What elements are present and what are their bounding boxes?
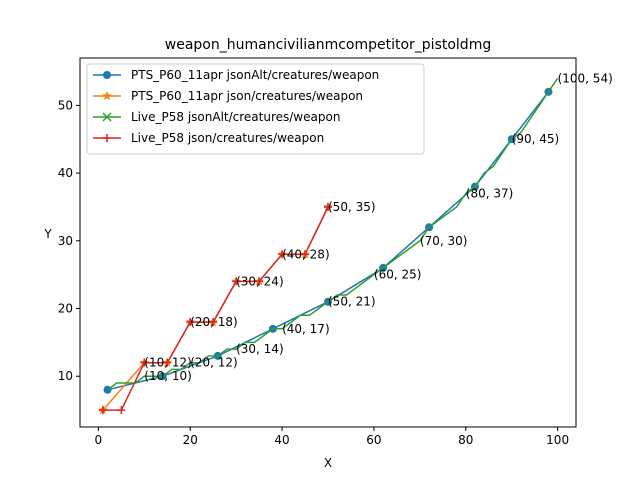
legend-item: PTS_P60_11apr json/creatures/weapon (93, 89, 363, 103)
data-label: (20, 18) (190, 315, 238, 329)
x-tick-label: 60 (366, 433, 381, 447)
legend-marker (102, 112, 112, 122)
data-point (186, 318, 195, 327)
legend-label: Live_P58 json/creatures/weapon (131, 131, 324, 145)
legend-item: Live_P58 json/creatures/weapon (93, 131, 324, 145)
data-label: (100, 54) (558, 71, 613, 85)
plot-area: (10, 10)(10, 12)(20, 12) (20, 18) (30, 14)… (98, 71, 613, 415)
legend-box (86, 63, 425, 155)
data-label: (70, 30) (420, 234, 468, 248)
data-label: (40, 17) (282, 322, 330, 336)
data-label: (50, 35) (328, 200, 376, 214)
data-label: (80, 37) (466, 186, 514, 200)
data-label: (30, 14) (236, 342, 284, 356)
legend-marker (103, 134, 111, 142)
data-label: (60, 25) (374, 268, 422, 282)
x-tick-label: 40 (274, 433, 289, 447)
legend-label: PTS_P60_11apr jsonAlt/creatures/weapon (131, 68, 379, 82)
x-tick-label: 0 (95, 433, 103, 447)
x-axis-label: X (324, 456, 332, 470)
data-point (278, 250, 287, 259)
series-line (107, 77, 559, 391)
y-tick-label: 40 (58, 166, 73, 180)
legend-label: PTS_P60_11apr json/creatures/weapon (131, 89, 363, 103)
data-point (255, 277, 264, 286)
plot-frame (79, 57, 577, 428)
y-tick-label: 20 (58, 302, 73, 316)
legend-marker (102, 91, 112, 100)
legend-marker (103, 71, 111, 79)
data-label: (10, 12) (144, 356, 192, 370)
x-tick-label: 20 (183, 433, 198, 447)
data-point (324, 202, 332, 211)
data-label: (40, 28) (282, 247, 330, 261)
data-point (163, 358, 172, 367)
legend-item: PTS_P60_11apr jsonAlt/creatures/weapon (93, 68, 379, 82)
y-axis-label: Y (43, 227, 52, 241)
legend: PTS_P60_11apr jsonAlt/creatures/weapon PT… (86, 63, 425, 155)
legend-item: Live_P58 jsonAlt/creatures/weapon (93, 110, 340, 124)
data-label: (30, 24) (236, 274, 284, 288)
data-point (98, 406, 107, 415)
y-tick-label: 10 (58, 369, 73, 383)
series-line (107, 91, 549, 391)
data-label: (10, 10) (144, 369, 192, 383)
axes-ticks: 0 20 40 60 80 100 10 20 30 40 50 (58, 98, 569, 447)
data-label: (20, 12) (190, 356, 238, 370)
legend-label: Live_P58 jsonAlt/creatures/weapon (131, 110, 340, 124)
data-point (301, 250, 310, 259)
data-label: (50, 21) (328, 295, 376, 309)
data-point (232, 277, 241, 286)
data-label: (90, 45) (512, 132, 560, 146)
series-4 (98, 202, 332, 415)
chart-title: weapon_humancivilianmcompetitor_pistoldm… (165, 37, 491, 53)
data-point (140, 358, 149, 367)
data-point (209, 318, 218, 327)
data-point (117, 406, 126, 415)
series-3 (107, 77, 559, 391)
x-tick-label: 80 (458, 433, 473, 447)
x-tick-label: 100 (546, 433, 569, 447)
y-tick-label: 30 (58, 234, 73, 248)
y-tick-label: 50 (58, 98, 73, 112)
